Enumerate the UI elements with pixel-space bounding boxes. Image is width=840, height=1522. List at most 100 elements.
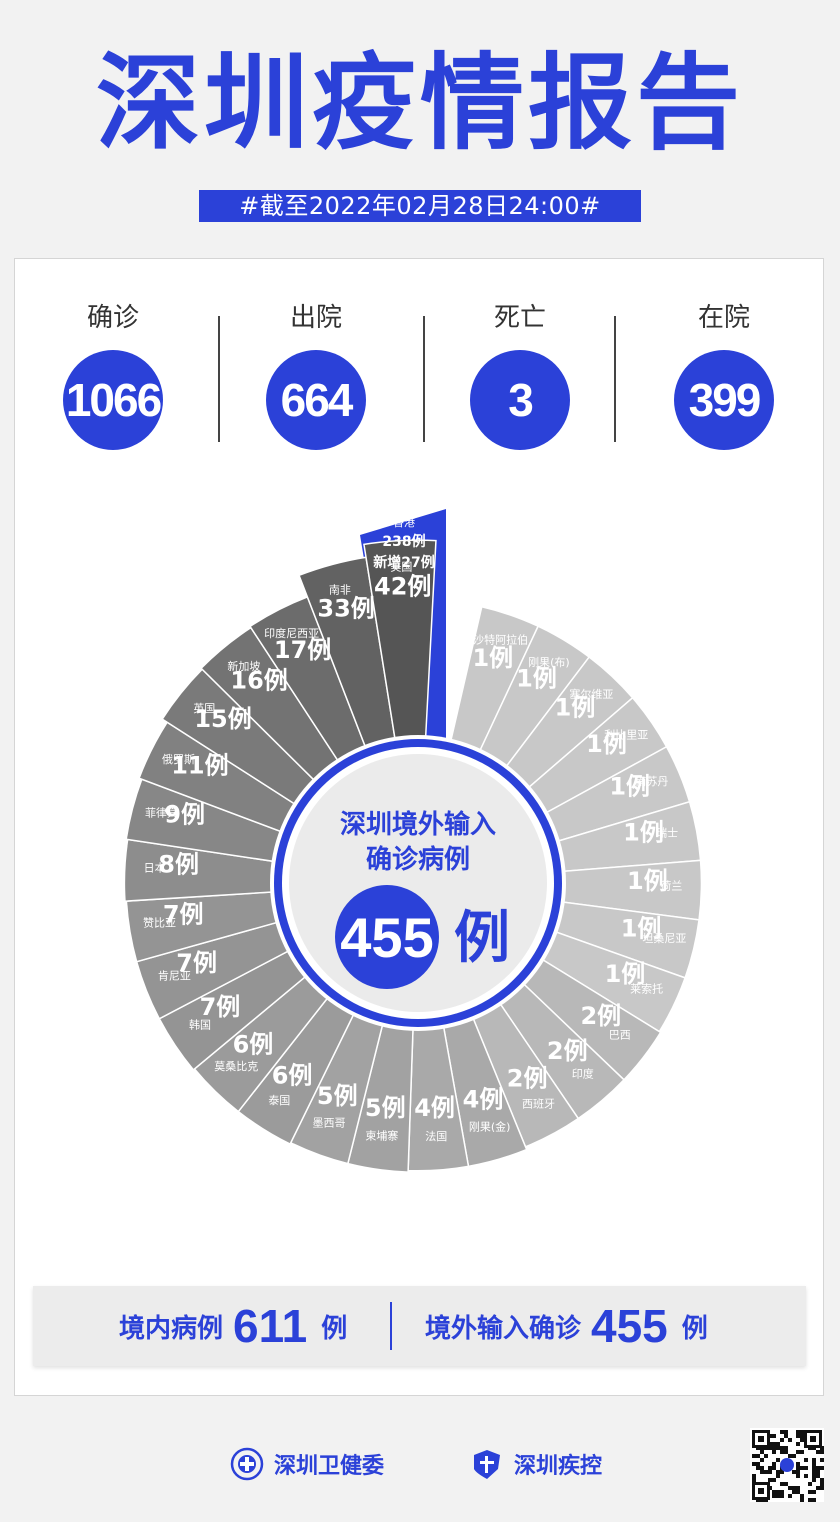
center-title-line1: 深圳境外输入 [340, 809, 496, 840]
slice-label-name: 俄罗斯 [162, 753, 195, 766]
slice-label-name: 泰国 [268, 1093, 290, 1107]
stat-label: 在院 [697, 303, 750, 333]
slice-label-value: 1例 [555, 694, 596, 722]
stat-label: 确诊 [86, 303, 139, 333]
slice-label-value: 2例 [507, 1064, 548, 1092]
summary-domestic: 境内病例 611 例 [119, 1286, 347, 1366]
domestic-value: 611 [233, 1300, 308, 1352]
divider [218, 316, 220, 442]
slice-label-name: 香港 [393, 516, 415, 529]
slice-label-value: 16例 [230, 666, 287, 694]
slice-label-name: 英国 [193, 701, 215, 715]
slice-label-name: 日本 [144, 861, 166, 875]
slice-label-value: 42例 [374, 573, 431, 601]
date-banner: #截至2022年02月28日24:00# [199, 190, 641, 222]
slice-label-name: 柬埔寨 [365, 1129, 398, 1143]
footer-cdc: 深圳疾控 [470, 1444, 602, 1484]
slice-label-name: 坦桑尼亚 [642, 931, 686, 945]
summary-imported: 境外输入确诊 455 例 [425, 1286, 708, 1366]
qr-code-icon [750, 1428, 824, 1502]
divider [614, 316, 616, 442]
health-commission-logo-icon [230, 1447, 264, 1481]
stat-value: 399 [674, 350, 774, 450]
slice-label-value: 5例 [317, 1082, 358, 1110]
slice-label-value: 4例 [463, 1086, 504, 1114]
center-number-circle [335, 885, 439, 989]
slice-label-value: 1例 [586, 730, 627, 758]
center-title-line2: 确诊病例 [366, 844, 470, 875]
imported-value: 455 [591, 1300, 668, 1352]
stat-hospitalized: 在院 399 [634, 298, 814, 450]
slice-label-value: 1例 [623, 819, 664, 847]
slice-label-value: 238例 [382, 533, 425, 550]
footer-health-commission: 深圳卫健委 [230, 1444, 384, 1484]
slice-label-value: 5例 [365, 1094, 406, 1122]
slice-label-value: 1例 [609, 772, 650, 800]
summary-bar: 境内病例 611 例 境外输入确诊 455 例 [33, 1286, 806, 1366]
slice-label-name: 韩国 [189, 1018, 211, 1032]
slice-label-name: 荷兰 [660, 879, 682, 892]
stat-confirmed: 确诊 1066 [23, 298, 203, 450]
slice-label-name: 莱索托 [630, 981, 663, 995]
slice-label-name: 塞尔维亚 [569, 687, 613, 701]
slice-label-name: 巴西 [609, 1029, 631, 1042]
slice-label-name: 沙特阿拉伯 [473, 632, 528, 646]
slice-label-name: 美国 [390, 561, 412, 574]
slice-label-name: 法国 [425, 1129, 447, 1143]
slice-label-name: 刚果(金) [469, 1120, 511, 1134]
slice-label-name: 利比里亚 [604, 729, 648, 742]
stat-label: 死亡 [493, 303, 546, 333]
slice-label-value: 8例 [158, 851, 199, 879]
footer-org1-label: 深圳卫健委 [274, 1454, 385, 1479]
stat-deaths: 死亡 3 [430, 298, 610, 450]
stat-discharged: 出院 664 [226, 298, 406, 450]
slice-label-value: 11例 [171, 752, 228, 780]
slice-label-value: 6例 [233, 1031, 274, 1059]
imported-unit: 例 [681, 1313, 708, 1344]
slice-label-value: 1例 [605, 960, 646, 988]
slice-label-value: 7例 [176, 949, 217, 977]
slice-label-value: 2例 [580, 1002, 621, 1030]
slice-label-value: 4例 [414, 1094, 455, 1122]
slice-label-name: 菲律宾 [145, 805, 178, 819]
stat-value: 3 [470, 350, 570, 450]
slice-label-name: 新加坡 [227, 659, 260, 673]
slice-label-name: 瑞士 [656, 825, 678, 839]
summary-divider [390, 1302, 392, 1350]
slice-label-value: 1例 [516, 665, 557, 693]
slice-label-value: 1例 [627, 867, 668, 895]
slice-label-name: 印度尼西亚 [264, 626, 319, 640]
footer-org2-label: 深圳疾控 [514, 1454, 603, 1479]
slice-label-name: 肯尼亚 [158, 970, 191, 983]
stat-value: 1066 [63, 350, 163, 450]
domestic-unit: 例 [321, 1313, 348, 1344]
slice-label-value: 15例 [194, 705, 251, 733]
slice-label-name: 莫桑比克 [214, 1060, 258, 1073]
slice-label-name: 墨西哥 [313, 1117, 346, 1130]
slice-label-value: 17例 [274, 636, 331, 664]
slice-label-value: 9例 [164, 800, 205, 828]
slice-label-value: 1例 [621, 915, 662, 943]
slice-label-name: 刚果(布) [528, 656, 570, 669]
slice-label-value: 7例 [200, 993, 241, 1021]
slice-label-name: 南苏丹 [635, 775, 668, 788]
domestic-label: 境内病例 [119, 1313, 224, 1344]
center-unit: 例 [454, 906, 510, 971]
slice-label-value: 7例 [163, 901, 204, 929]
slice-label-note: 新增27例 [373, 554, 434, 571]
slice-label-value: 2例 [547, 1037, 588, 1065]
slice-label-name: 赞比亚 [143, 917, 176, 930]
slice-label-value: 1例 [472, 644, 513, 672]
stat-value: 664 [266, 350, 366, 450]
cdc-shield-logo-icon [474, 1450, 500, 1479]
slice-label-name: 南非 [329, 584, 351, 597]
slice-label-name: 西班牙 [522, 1098, 555, 1111]
slice-label-value: 33例 [317, 595, 374, 623]
stat-label: 出院 [289, 303, 342, 333]
page-title: 深圳疫情报告 [95, 42, 744, 164]
slice-label-value: 6例 [272, 1061, 313, 1089]
imported-label: 境外输入确诊 [425, 1313, 582, 1344]
slice-label-name: 印度 [572, 1066, 594, 1080]
divider [423, 316, 425, 442]
